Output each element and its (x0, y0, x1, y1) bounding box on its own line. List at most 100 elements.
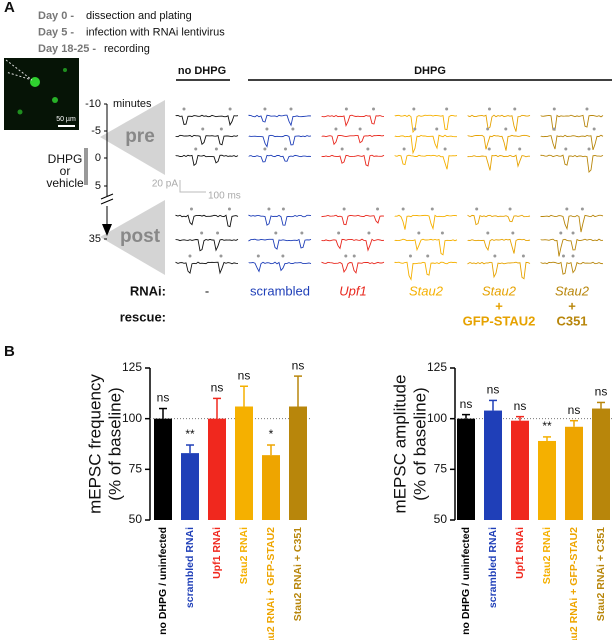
y-tick-label: 50 (129, 512, 143, 526)
x-tick-label: Upf1 RNAi (211, 527, 223, 579)
event-dot (417, 231, 421, 235)
event-dot (493, 254, 497, 258)
event-dot (508, 207, 512, 211)
y-axis-label: mEPSC amplitude (390, 375, 409, 514)
x-tick-label: no DHPG / uninfected (157, 527, 169, 635)
significance: ns (238, 368, 251, 382)
event-dot (571, 254, 575, 258)
rnai-label: - (205, 283, 209, 298)
significance: ns (157, 391, 170, 405)
pre-label: pre (125, 126, 155, 147)
event-dot (194, 147, 198, 151)
event-dot (412, 107, 416, 111)
event-dot (504, 127, 508, 131)
trace (321, 114, 385, 128)
event-dot (487, 147, 491, 151)
trace (540, 214, 604, 233)
trace (321, 134, 385, 146)
significance: ns (514, 399, 527, 413)
neuron (63, 68, 67, 72)
event-dot (585, 107, 589, 111)
rescue-label: C351 (556, 313, 587, 328)
significance: ns (487, 383, 500, 397)
bar (565, 426, 583, 520)
event-dot (342, 207, 346, 211)
event-dot (435, 127, 439, 131)
bar (511, 420, 529, 520)
trace (467, 214, 531, 226)
event-dot (486, 127, 490, 131)
protocol-day: Day 0 - (38, 10, 74, 22)
neuron (17, 109, 23, 115)
rnai-label: Upf1 (339, 283, 366, 298)
scale-label: 100 ms (208, 191, 241, 202)
trace (394, 134, 457, 155)
protocol-text: recording (104, 43, 150, 55)
panel-label: A (4, 0, 15, 16)
x-tick-label: Stau2 RNAi (238, 527, 250, 584)
event-dot (565, 207, 569, 211)
event-dot (580, 207, 584, 211)
event-dot (592, 127, 596, 131)
trace (467, 134, 531, 151)
event-dot (201, 127, 205, 131)
event-dot (367, 231, 371, 235)
protocol-text: dissection and plating (86, 10, 192, 22)
event-dot (518, 147, 522, 151)
event-dot (426, 254, 430, 258)
trace (321, 214, 385, 226)
event-dot (352, 254, 356, 258)
x-tick-label: Stau2 RNAi (541, 527, 553, 584)
scale-label: 50 µm (56, 116, 76, 123)
y-axis-label: mEPSC frequency (85, 374, 104, 514)
event-dot (587, 147, 591, 151)
plus: + (495, 298, 503, 313)
arrow-head (102, 224, 112, 236)
event-dot (475, 207, 479, 211)
trace (175, 114, 239, 127)
x-tick-label: Upf1 RNAi (514, 527, 526, 579)
trace (175, 214, 239, 228)
event-dot (200, 231, 204, 235)
event-dot (219, 127, 223, 131)
time-tick-label: 35 (89, 233, 101, 245)
protocol-day: Day 5 - (38, 26, 74, 38)
trace (248, 134, 312, 148)
y-tick-label: 100 (122, 411, 142, 425)
event-dot (344, 254, 348, 258)
event-dot (182, 107, 186, 111)
trace (467, 154, 530, 171)
trace (467, 261, 531, 280)
x-tick-label: Stau2 RNAi + C351 (292, 527, 304, 621)
event-dot (552, 127, 556, 131)
significance: ns (568, 403, 581, 417)
event-dot (274, 231, 278, 235)
event-dot (267, 207, 271, 211)
y-tick-label: 75 (434, 462, 448, 476)
bar (208, 418, 226, 520)
event-dot (189, 207, 193, 211)
bar (484, 410, 502, 520)
axis-break (100, 193, 114, 205)
event-dot (443, 147, 447, 151)
time-tick-label: -10 (85, 98, 101, 110)
trace (175, 261, 239, 275)
event-dot (571, 231, 575, 235)
event-dot (219, 254, 223, 258)
panel-label: B (4, 343, 15, 360)
trace (248, 214, 312, 226)
event-dot (366, 147, 370, 151)
trace (540, 154, 604, 173)
bar (289, 406, 307, 520)
event-dot (402, 147, 406, 151)
event-dot (511, 231, 515, 235)
event-dot (358, 127, 362, 131)
rnai-label: Stau2 (555, 283, 590, 298)
event-dot (281, 207, 285, 211)
trace (540, 114, 604, 131)
event-dot (214, 147, 218, 151)
bar (154, 418, 172, 520)
event-dot (334, 127, 338, 131)
trace (394, 114, 458, 134)
event-dot (263, 107, 267, 111)
